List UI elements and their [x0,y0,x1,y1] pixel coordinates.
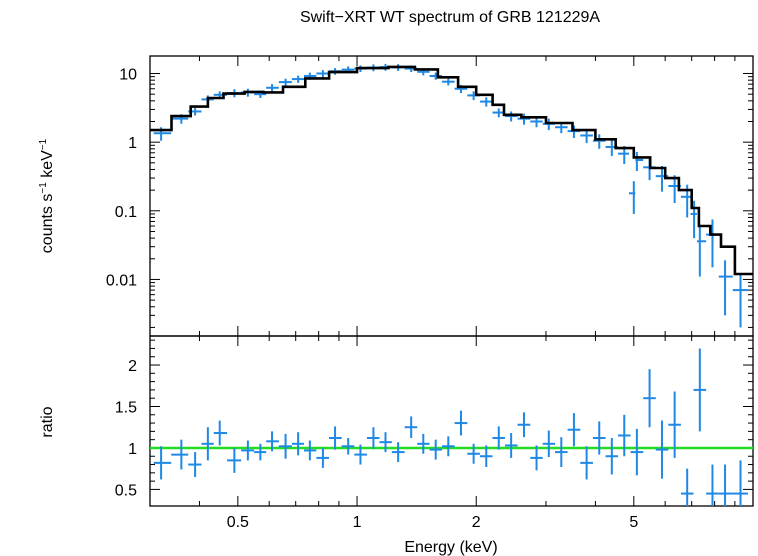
data-point [328,426,342,450]
data-point [718,260,733,316]
spectrum-y-tick-label: 0.1 [115,204,137,221]
data-point [732,460,748,506]
data-point [618,414,631,457]
ratio-y-axis-label: ratio [39,406,56,437]
data-point [441,436,455,457]
data-point [492,426,505,450]
data-point [391,442,405,463]
data-point [567,125,581,138]
data-point [555,437,568,468]
ratio-y-tick-label: 2 [128,358,137,375]
data-point [303,440,317,461]
ratio-data-points [153,348,748,506]
data-point [504,111,518,122]
data-point [567,413,581,447]
y-label-kev: keV [39,150,56,182]
data-point [479,445,493,468]
data-point [266,431,279,452]
data-point [467,443,480,464]
data-point [655,420,669,479]
data-point [693,348,707,432]
data-point [213,420,228,446]
data-point [592,421,606,455]
data-point [542,118,556,131]
data-point [732,274,748,328]
data-point [316,447,329,468]
data-point [718,464,733,506]
spectrum-y-axis-label: counts s−1 keV−1 [38,138,56,253]
ratio-y-tick-label: 0.5 [115,482,137,499]
data-point [706,464,719,506]
data-point [668,391,681,458]
data-point [341,438,355,455]
data-point [542,430,556,458]
data-point [227,447,242,473]
data-point [605,438,619,475]
data-point [643,369,656,428]
data-point [354,444,367,465]
data-point [479,97,493,107]
data-point [266,84,279,92]
data-point [429,439,442,460]
data-point [635,151,644,172]
data-point [188,452,202,477]
data-point [201,427,214,461]
data-point [454,410,468,436]
data-point [696,225,707,277]
x-tick-label: 5 [629,514,638,531]
data-point [153,446,172,480]
data-point [441,78,455,86]
x-axis-label: Energy (keV) [404,539,497,556]
y-label-counts: counts s [39,194,56,254]
spectrum-data-points [153,63,748,328]
data-point [530,445,543,471]
data-point [629,181,636,214]
data-point [379,432,392,453]
spectrum-panel-frame [149,55,754,337]
ratio-panel-frame [149,335,754,507]
data-point [291,432,304,456]
x-tick-label: 1 [353,514,362,531]
data-point [241,440,255,461]
spectrum-y-tick-label: 1 [128,135,137,152]
data-point [291,75,304,83]
y-label-exp2: −1 [38,138,49,150]
data-point [417,433,430,454]
spectrum-y-tick-label: 10 [119,67,137,84]
data-point [404,416,418,438]
data-point [517,412,531,438]
data-point [630,428,644,476]
ratio-y-tick-label: 1.5 [115,399,137,416]
spectrum-y-tick-label: 0.01 [106,272,137,289]
data-point [254,443,267,461]
ratio-y-tick-label: 1 [128,441,137,458]
axis-ticks [149,56,754,506]
data-point [278,433,292,459]
data-point [592,134,606,149]
data-point [680,468,694,506]
data-point [171,439,189,470]
y-label-exp1: −1 [38,182,49,194]
data-point [278,78,292,86]
spectrum-model [150,65,753,276]
x-tick-label: 0.5 [227,514,249,531]
data-point [316,70,329,78]
data-point [366,427,380,449]
chart-title: Swift−XRT WT spectrum of GRB 121229A [300,9,600,26]
x-tick-label: 2 [472,514,481,531]
data-point [517,113,531,125]
data-point [504,433,518,458]
data-point [580,129,593,144]
tick-labels: 0.5 1 2 5 0.01 0.1 1 10 0.5 1 1.5 2 [106,67,638,531]
data-point [580,446,593,480]
model-step-line [150,65,753,276]
